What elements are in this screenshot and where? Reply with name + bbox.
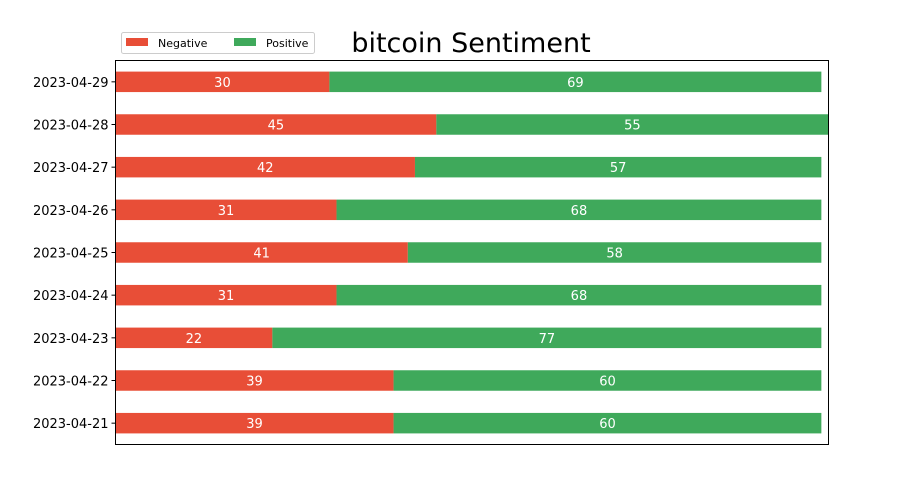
bar-positive-2023-04-21 (393, 412, 822, 434)
bar-label-negative-2023-04-28: 45 (268, 119, 285, 134)
bar-negative-2023-04-28 (115, 114, 437, 135)
bar-label-positive-2023-04-28: 55 (624, 119, 641, 134)
bar-negative-2023-04-24 (115, 284, 337, 306)
bar-label-negative-2023-04-23: 22 (186, 332, 203, 347)
bar-label-negative-2023-04-26: 31 (218, 204, 235, 219)
legend-label-negative: Negative (158, 37, 208, 50)
bar-label-negative-2023-04-21: 39 (246, 417, 263, 432)
chart-title: bitcoin Sentiment (351, 28, 590, 59)
y-tick-label-2023-04-25: 2023-04-25 (33, 247, 109, 262)
bar-positive-2023-04-28 (436, 114, 829, 135)
bar-negative-2023-04-25 (115, 242, 408, 263)
bar-positive-2023-04-26 (336, 199, 822, 221)
bar-label-negative-2023-04-22: 39 (246, 375, 263, 390)
y-tick-label-2023-04-27: 2023-04-27 (33, 161, 109, 176)
bar-label-positive-2023-04-24: 68 (571, 289, 588, 304)
bar-label-negative-2023-04-29: 30 (214, 76, 231, 91)
y-tick-label-2023-04-29: 2023-04-29 (33, 76, 109, 91)
bar-label-positive-2023-04-23: 77 (539, 332, 556, 347)
bar-label-negative-2023-04-27: 42 (257, 161, 274, 176)
bar-label-positive-2023-04-21: 60 (599, 417, 616, 432)
y-tick-label-2023-04-28: 2023-04-28 (33, 119, 109, 134)
bar-positive-2023-04-27 (414, 156, 822, 178)
y-tick-label-2023-04-23: 2023-04-23 (33, 332, 109, 347)
bar-positive-2023-04-23 (272, 327, 822, 349)
bar-label-negative-2023-04-24: 31 (218, 289, 235, 304)
legend-swatch-negative (126, 38, 148, 46)
bar-label-positive-2023-04-26: 68 (571, 204, 588, 219)
y-tick-label-2023-04-21: 2023-04-21 (33, 417, 109, 432)
bar-negative-2023-04-23 (115, 327, 273, 349)
legend-label-positive: Positive (266, 37, 309, 50)
bar-negative-2023-04-22 (115, 370, 394, 391)
bar-negative-2023-04-27 (115, 156, 415, 178)
bar-positive-2023-04-24 (336, 284, 822, 306)
legend: Negative Positive (121, 32, 315, 54)
bar-label-positive-2023-04-29: 69 (567, 76, 584, 91)
bar-label-positive-2023-04-27: 57 (610, 161, 627, 176)
bar-label-positive-2023-04-22: 60 (599, 375, 616, 390)
bar-negative-2023-04-26 (115, 199, 337, 221)
bar-label-negative-2023-04-25: 41 (253, 247, 270, 262)
bar-negative-2023-04-29 (115, 71, 330, 93)
y-tick-label-2023-04-26: 2023-04-26 (33, 204, 109, 219)
y-axis: 2023-04-21 2023-04-22 2023-04-23 2023-04-24… (33, 76, 116, 432)
bar-label-positive-2023-04-25: 58 (606, 247, 623, 262)
legend-box (121, 32, 315, 54)
bar-positive-2023-04-22 (393, 370, 822, 391)
bars-layer: 39 60 39 60 22 77 31 68 41 58 31 68 42 57 45 55 30 69 (115, 71, 829, 434)
bar-negative-2023-04-21 (115, 412, 394, 434)
legend-swatch-positive (234, 38, 256, 46)
bar-positive-2023-04-29 (329, 71, 822, 93)
y-tick-label-2023-04-22: 2023-04-22 (33, 375, 109, 390)
y-tick-label-2023-04-24: 2023-04-24 (33, 289, 109, 304)
bar-positive-2023-04-25 (407, 242, 822, 263)
